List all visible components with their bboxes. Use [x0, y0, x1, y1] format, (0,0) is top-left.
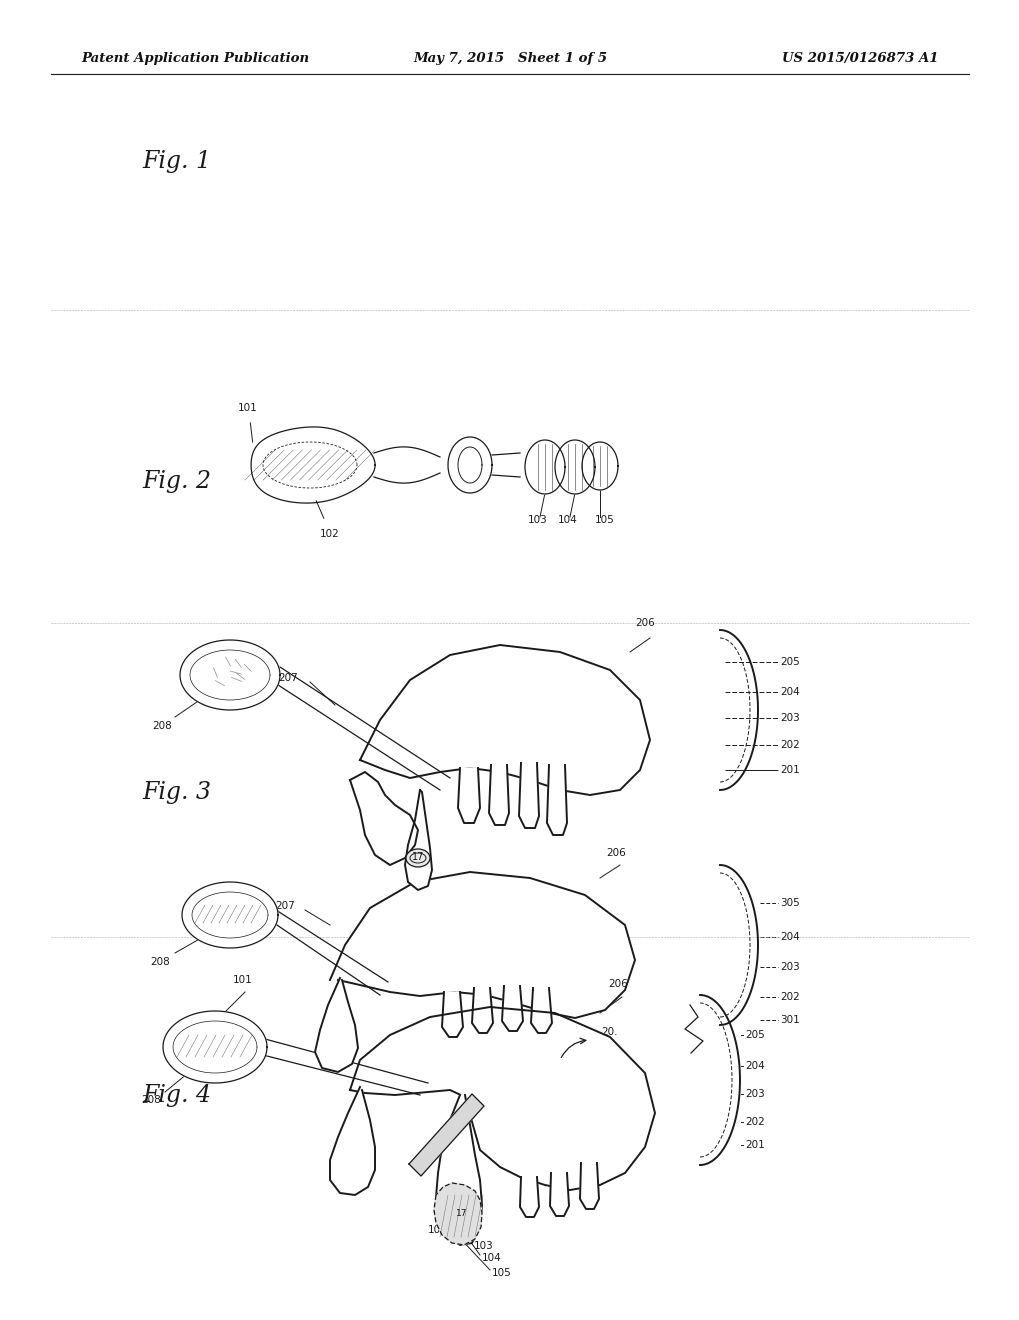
Polygon shape [520, 1177, 538, 1217]
Text: 203: 203 [780, 962, 799, 972]
Polygon shape [549, 1173, 569, 1216]
Polygon shape [350, 772, 418, 865]
Polygon shape [433, 1183, 482, 1245]
Text: 204: 204 [780, 686, 799, 697]
Text: 102: 102 [428, 1225, 447, 1236]
Polygon shape [315, 978, 358, 1072]
Polygon shape [163, 1011, 267, 1082]
Text: US 2015/0126873 A1: US 2015/0126873 A1 [782, 51, 937, 65]
Text: 203: 203 [744, 1089, 764, 1100]
Text: Fig. 2: Fig. 2 [143, 470, 212, 494]
Text: May 7, 2015   Sheet 1 of 5: May 7, 2015 Sheet 1 of 5 [413, 51, 606, 65]
Polygon shape [409, 1094, 484, 1176]
Text: 17: 17 [412, 851, 424, 862]
Text: 208: 208 [141, 1096, 161, 1105]
Text: 305: 305 [780, 898, 799, 908]
Text: Patent Application Publication: Patent Application Publication [82, 51, 310, 65]
Text: 102: 102 [320, 529, 339, 539]
Polygon shape [330, 873, 635, 1018]
Text: Fig. 1: Fig. 1 [143, 149, 212, 173]
Polygon shape [360, 645, 649, 795]
Text: 17: 17 [455, 1209, 468, 1218]
Text: 204: 204 [744, 1061, 764, 1071]
Text: 103: 103 [528, 515, 547, 525]
Polygon shape [435, 1096, 482, 1245]
Text: Fig. 4: Fig. 4 [143, 1084, 212, 1107]
Text: 208: 208 [150, 957, 170, 968]
Text: 201: 201 [744, 1140, 764, 1150]
Polygon shape [350, 1007, 654, 1191]
Polygon shape [546, 766, 567, 836]
Text: 207: 207 [275, 902, 294, 911]
Text: 104: 104 [557, 515, 578, 525]
Text: 204: 204 [780, 932, 799, 942]
Text: 202: 202 [780, 993, 799, 1002]
Text: 104: 104 [482, 1253, 501, 1263]
Text: 206: 206 [605, 847, 626, 858]
Text: 105: 105 [491, 1269, 512, 1278]
Text: 205: 205 [780, 657, 799, 667]
Polygon shape [472, 987, 492, 1034]
Text: 207: 207 [278, 673, 298, 682]
Polygon shape [181, 882, 278, 948]
Text: 203: 203 [780, 713, 799, 723]
Text: 206: 206 [635, 618, 654, 628]
Polygon shape [180, 640, 280, 710]
Text: 103: 103 [474, 1241, 493, 1251]
Polygon shape [519, 763, 538, 828]
Text: 105: 105 [594, 515, 614, 525]
Text: 208: 208 [152, 721, 172, 731]
Polygon shape [441, 993, 463, 1038]
Polygon shape [330, 1086, 375, 1195]
Polygon shape [488, 766, 508, 825]
Text: 206: 206 [607, 979, 628, 989]
Polygon shape [582, 442, 618, 490]
Polygon shape [531, 987, 551, 1034]
Polygon shape [501, 986, 523, 1031]
Polygon shape [525, 440, 565, 494]
Polygon shape [447, 437, 491, 492]
Polygon shape [554, 440, 594, 494]
Text: 202: 202 [744, 1117, 764, 1127]
Polygon shape [405, 789, 432, 890]
Text: 20.: 20. [601, 1027, 618, 1038]
Text: 202: 202 [780, 741, 799, 750]
Text: 101: 101 [237, 403, 258, 413]
Ellipse shape [406, 849, 430, 867]
Text: 205: 205 [744, 1030, 764, 1040]
Polygon shape [458, 768, 480, 822]
Text: Fig. 3: Fig. 3 [143, 780, 212, 804]
Text: 301: 301 [780, 1015, 799, 1026]
Text: 101: 101 [233, 975, 253, 985]
Polygon shape [580, 1163, 598, 1209]
Text: 201: 201 [780, 766, 799, 775]
